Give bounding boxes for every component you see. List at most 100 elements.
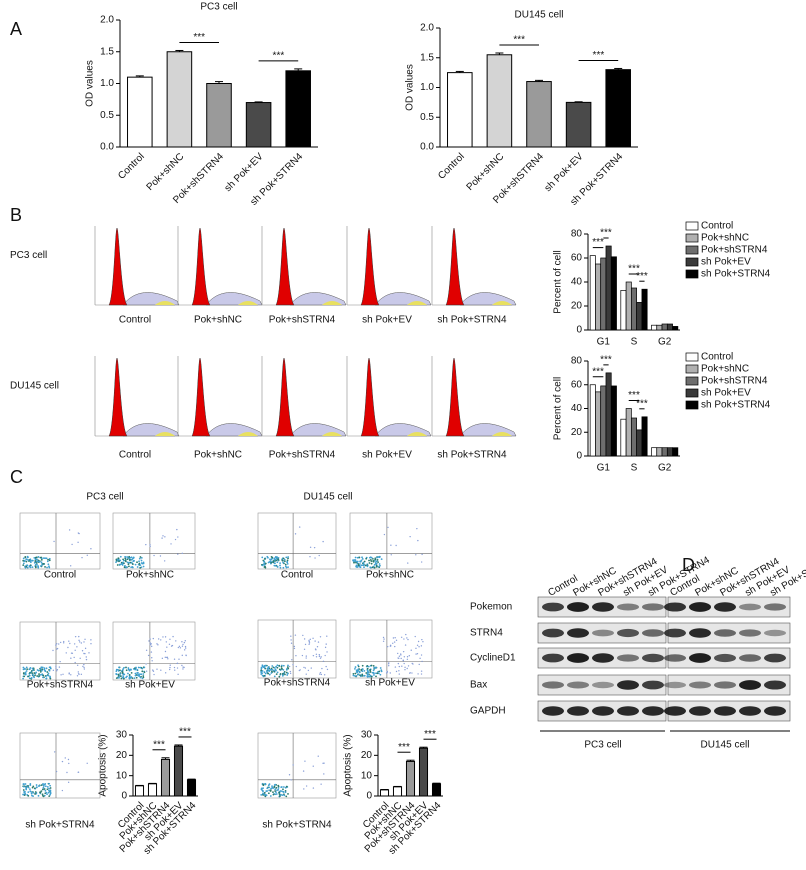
scatter-dot xyxy=(326,643,327,644)
scatter-dot xyxy=(42,563,44,565)
scatter-dot xyxy=(151,651,152,652)
bar xyxy=(161,759,169,796)
bar xyxy=(432,784,440,796)
scatter-dot xyxy=(415,636,416,637)
scatter-dot xyxy=(162,636,163,637)
bar xyxy=(637,302,642,330)
scatter-dot xyxy=(178,659,179,660)
scatter-dot xyxy=(49,785,51,787)
scatter-dot xyxy=(79,641,80,642)
y-axis-label: Percent of cell xyxy=(553,377,564,440)
scatter-dot xyxy=(78,636,79,637)
scatter-dot xyxy=(145,663,146,664)
scatter-dot xyxy=(119,669,121,671)
scatter-dot xyxy=(38,795,40,797)
scatter-dot xyxy=(324,674,325,675)
scatter-dot xyxy=(83,667,84,668)
bar xyxy=(631,288,636,330)
scatter-dot xyxy=(30,667,32,669)
y-tick-label: 1.5 xyxy=(100,46,114,57)
scatter-dot xyxy=(359,674,361,676)
scatter-dot xyxy=(262,784,264,786)
scatter-dot xyxy=(260,794,262,796)
scatter-dot xyxy=(133,560,135,562)
sample-label: Pok+shNC xyxy=(194,315,242,326)
scatter-dot xyxy=(68,759,69,760)
y-tick-label: 2.0 xyxy=(100,15,114,26)
scatter-dot xyxy=(379,674,381,676)
scatter-dot xyxy=(305,657,306,658)
scatter-dot xyxy=(302,655,303,656)
scatter-dot xyxy=(142,673,144,675)
scatter-dot xyxy=(149,546,150,547)
scatter-dot xyxy=(39,561,41,563)
scatter-dot xyxy=(320,658,321,659)
scatter-dot xyxy=(84,668,85,669)
scatter-dot xyxy=(134,669,136,671)
bar xyxy=(611,257,616,330)
legend-label: Pok+shNC xyxy=(701,364,749,375)
scatter-dot xyxy=(177,674,178,675)
y-tick-label: 40 xyxy=(571,277,583,288)
scatter-dot xyxy=(35,558,37,560)
scatter-dot xyxy=(24,560,26,562)
scatter-dot xyxy=(268,669,270,671)
scatter-dot xyxy=(160,555,161,556)
scatter-dot xyxy=(81,674,82,675)
scatter-dot xyxy=(399,673,400,674)
scatter-dot xyxy=(320,672,321,673)
scatter-dot xyxy=(83,641,84,642)
scatter-dot xyxy=(172,636,173,637)
scatter-dot xyxy=(115,561,117,563)
blot-band xyxy=(714,706,736,715)
scatter-dot xyxy=(276,789,278,791)
scatter-dot xyxy=(42,675,44,677)
scatter-dot xyxy=(396,671,397,672)
scatter-dot xyxy=(128,669,130,671)
scatter-dot xyxy=(182,644,183,645)
scatter-dot xyxy=(77,542,78,543)
scatter-dot xyxy=(165,651,166,652)
scatter-dot xyxy=(304,760,305,761)
bar xyxy=(621,290,626,330)
scatter-dot xyxy=(25,789,27,791)
scatter-dot xyxy=(29,565,31,567)
scatter-dot xyxy=(37,561,39,563)
scatter-dot xyxy=(35,567,37,569)
y-tick-label: 20 xyxy=(571,301,583,312)
legend-label: Pok+shSTRN4 xyxy=(701,376,768,387)
scatter-dot xyxy=(48,565,50,567)
bar xyxy=(595,264,600,330)
scatter-dot xyxy=(63,641,64,642)
scatter-dot xyxy=(421,661,422,662)
scatter-dot xyxy=(305,667,306,668)
scatter-dot xyxy=(267,673,269,675)
scatter-dot xyxy=(387,671,388,672)
scatter-dot xyxy=(373,665,375,667)
bar xyxy=(527,82,552,147)
scatter-dot xyxy=(47,559,49,561)
scatter-dot xyxy=(283,558,285,560)
cell-line-label: PC3 cell xyxy=(584,740,621,751)
scatter-dot xyxy=(421,654,422,655)
scatter-dot xyxy=(49,559,51,561)
sample-label: sh Pok+STRN4 xyxy=(25,820,95,831)
group-label: PC3 cell xyxy=(86,492,123,503)
scatter-dot xyxy=(140,673,142,675)
scatter-dot xyxy=(286,674,288,676)
legend-label: sh Pok+STRN4 xyxy=(701,400,771,411)
scatter-dot xyxy=(417,540,418,541)
bar xyxy=(667,324,672,330)
scatter-dot xyxy=(386,672,387,673)
scatter-dot xyxy=(261,789,263,791)
scatter-dot xyxy=(74,662,75,663)
scatter-dot xyxy=(278,792,280,794)
scatter-dot xyxy=(361,556,363,558)
scatter-dot xyxy=(145,544,146,545)
scatter-dot xyxy=(322,541,323,542)
scatter-dot xyxy=(29,672,31,674)
scatter-dot xyxy=(87,555,88,556)
blot-band xyxy=(689,628,711,637)
bar xyxy=(631,418,636,456)
scatter-dot xyxy=(122,675,124,677)
